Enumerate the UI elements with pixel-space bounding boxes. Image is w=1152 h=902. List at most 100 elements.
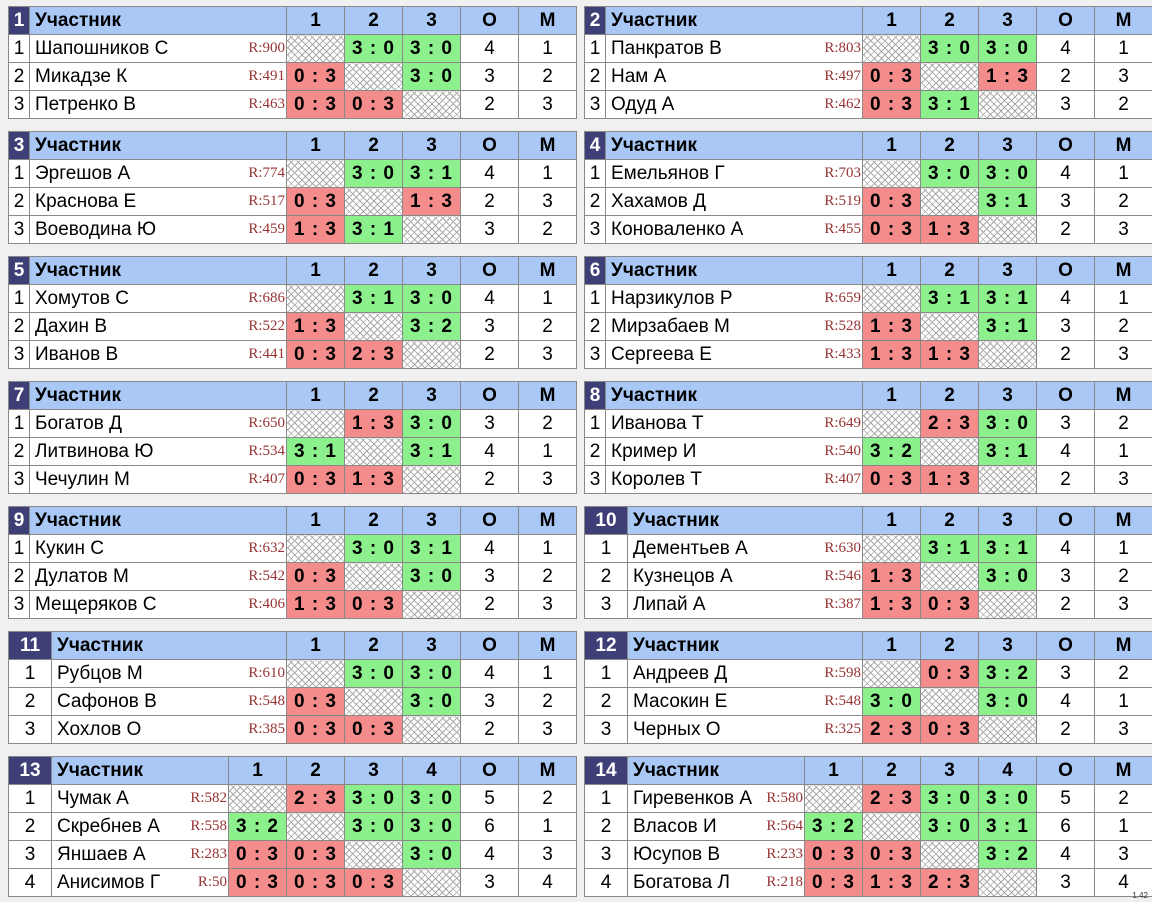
- match-score: 3 : 0: [920, 159, 979, 188]
- points-value: 3: [460, 215, 519, 244]
- self-match-cell: [920, 62, 979, 91]
- opponent-header: 3: [402, 256, 461, 285]
- player-number: 4: [584, 868, 628, 897]
- player-rating: R:407: [240, 465, 287, 494]
- player-number: 1: [584, 284, 606, 313]
- player-rating: R:542: [240, 562, 287, 591]
- place-header: М: [1094, 6, 1152, 35]
- participant-header: Участник: [29, 6, 287, 35]
- self-match-cell: [402, 590, 461, 619]
- match-score: 3 : 0: [344, 784, 403, 813]
- place-value: 1: [518, 437, 577, 466]
- player-name: Масокин Е: [627, 687, 817, 716]
- place-value: 3: [518, 715, 577, 744]
- player-name: Королев Т: [605, 465, 817, 494]
- match-score: 3 : 2: [228, 812, 287, 841]
- player-name: Коноваленко А: [605, 215, 817, 244]
- opponent-header: 1: [862, 6, 921, 35]
- player-rating: R:598: [816, 659, 863, 688]
- player-rating: R:659: [816, 284, 863, 313]
- self-match-cell: [920, 437, 979, 466]
- player-number: 2: [584, 62, 606, 91]
- participant-header: Участник: [605, 256, 863, 285]
- group-header-row: 5 Участник 1 2 3 О М: [8, 256, 577, 285]
- player-name: Кример И: [605, 437, 817, 466]
- match-score: 0 : 3: [862, 465, 921, 494]
- place-value: 1: [1094, 437, 1152, 466]
- match-score: 0 : 3: [920, 659, 979, 688]
- group-header-row: 11 Участник 1 2 3 О М: [8, 631, 577, 660]
- self-match-cell: [862, 659, 921, 688]
- player-name: Иванова Т: [605, 409, 817, 438]
- player-name: Мещеряков С: [29, 590, 241, 619]
- match-score: 3 : 1: [978, 284, 1037, 313]
- place-value: 2: [518, 409, 577, 438]
- opponent-header: 1: [862, 131, 921, 160]
- match-score: 3 : 0: [920, 812, 979, 841]
- player-rating: R:218: [760, 868, 805, 897]
- player-number: 1: [584, 159, 606, 188]
- place-value: 1: [1094, 687, 1152, 716]
- self-match-cell: [862, 159, 921, 188]
- player-rating: R:433: [816, 340, 863, 369]
- player-number: 2: [584, 812, 628, 841]
- opponent-header: 2: [344, 381, 403, 410]
- match-score: 1 : 3: [344, 409, 403, 438]
- self-match-cell: [978, 90, 1037, 119]
- self-match-cell: [286, 409, 345, 438]
- player-rating: R:703: [816, 159, 863, 188]
- place-header: М: [1094, 631, 1152, 660]
- participant-header: Участник: [605, 381, 863, 410]
- place-value: 4: [1094, 868, 1152, 897]
- player-number: 3: [584, 590, 628, 619]
- match-score: 1 : 3: [286, 312, 345, 341]
- self-match-cell: [920, 562, 979, 591]
- match-score: 1 : 3: [344, 465, 403, 494]
- player-number: 1: [8, 659, 52, 688]
- player-rating: R:50: [184, 868, 229, 897]
- player-name: Дементьев А: [627, 534, 817, 563]
- group-number: 13: [8, 756, 52, 785]
- match-score: 3 : 1: [978, 534, 1037, 563]
- group-number: 3: [8, 131, 30, 160]
- player-number: 1: [584, 409, 606, 438]
- opponent-header: 3: [978, 131, 1037, 160]
- match-score: 2 : 3: [920, 409, 979, 438]
- points-value: 2: [460, 90, 519, 119]
- match-score: 1 : 3: [862, 868, 921, 897]
- match-score: 3 : 0: [978, 562, 1037, 591]
- player-number: 3: [584, 340, 606, 369]
- points-value: 4: [460, 34, 519, 63]
- match-score: 0 : 3: [920, 715, 979, 744]
- self-match-cell: [286, 159, 345, 188]
- group-number: 12: [584, 631, 628, 660]
- match-score: 0 : 3: [344, 868, 403, 897]
- points-value: 4: [1036, 34, 1095, 63]
- match-score: 0 : 3: [286, 868, 345, 897]
- player-number: 2: [8, 812, 52, 841]
- match-score: 3 : 0: [402, 409, 461, 438]
- opponent-header: 2: [344, 256, 403, 285]
- player-name: Эргешов А: [29, 159, 241, 188]
- match-score: 2 : 3: [920, 868, 979, 897]
- player-rating: R:534: [240, 437, 287, 466]
- points-value: 6: [1036, 812, 1095, 841]
- opponent-header: 2: [344, 506, 403, 535]
- match-score: 1 : 3: [862, 562, 921, 591]
- group-header-row: 13 Участник 1 2 3 4 О М: [8, 756, 577, 785]
- player-name: Яншаев А: [51, 840, 185, 869]
- points-value: 2: [460, 187, 519, 216]
- opponent-header: 3: [344, 756, 403, 785]
- place-value: 2: [1094, 784, 1152, 813]
- match-score: 3 : 1: [978, 812, 1037, 841]
- player-number: 2: [584, 437, 606, 466]
